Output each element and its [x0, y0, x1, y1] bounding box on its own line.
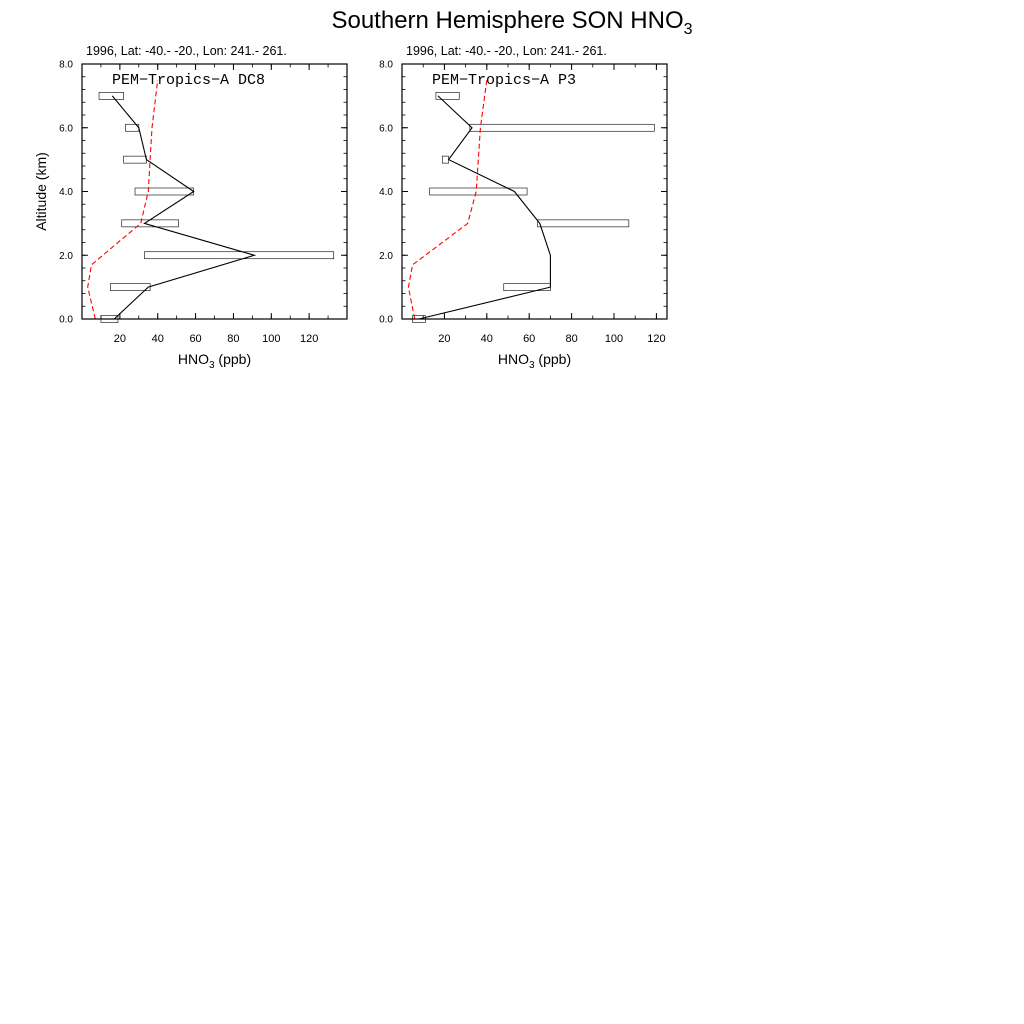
range-box: [134, 187, 194, 196]
x-tick-label: 80: [227, 333, 239, 345]
x-axis-label-subscript: 3: [209, 360, 215, 371]
x-tick-label: 120: [300, 333, 318, 345]
x-tick-label: 40: [152, 333, 164, 345]
y-tick-label: 4.0: [379, 187, 393, 198]
inset-label: PEM−Tropics−A DC8: [112, 72, 265, 89]
model-profile-line: [87, 79, 159, 320]
y-tick-label: 2.0: [59, 251, 73, 262]
y-tick-label: 0.0: [59, 315, 73, 326]
range-box: [503, 283, 551, 291]
y-tick-label: 6.0: [59, 123, 73, 134]
range-box: [144, 251, 335, 260]
range-box: [98, 92, 124, 100]
range-box: [429, 187, 528, 196]
chart-subtitle: 1996, Lat: -40.- -20., Lon: 241.- 261.: [86, 44, 287, 58]
range-box: [441, 155, 449, 164]
figure-title: Southern Hemisphere SON HNO3: [331, 7, 692, 38]
y-tick-label: 6.0: [379, 123, 393, 134]
range-box: [469, 123, 655, 132]
x-tick-label: 40: [481, 333, 493, 345]
plot-frame: [401, 63, 668, 320]
x-axis-label: HNO3 (ppb): [498, 351, 571, 371]
observation-profile-line: [111, 95, 257, 320]
x-axis-label-unit: (ppb): [215, 351, 252, 367]
chart-panel-1: 1996, Lat: -40.- -20., Lon: 241.- 261. 0.…: [33, 44, 348, 371]
y-tick-label: 8.0: [59, 60, 73, 71]
y-tick-label: 2.0: [379, 251, 393, 262]
range-box: [435, 92, 460, 100]
inset-label: PEM−Tropics−A P3: [432, 72, 576, 89]
range-box: [537, 219, 630, 228]
range-box: [121, 219, 179, 228]
plot-frame: [81, 63, 348, 320]
x-tick-label: 60: [523, 333, 535, 345]
range-box: [123, 155, 147, 164]
y-axis-label: Altitude (km): [33, 152, 49, 231]
x-tick-label: 20: [438, 333, 450, 345]
x-tick-label: 80: [565, 333, 577, 345]
x-axis-label-main: HNO: [178, 351, 209, 367]
x-axis-label-main: HNO: [498, 351, 529, 367]
y-tick-label: 4.0: [59, 187, 73, 198]
range-box: [110, 283, 151, 291]
x-tick-label: 100: [605, 333, 623, 345]
chart-subtitle: 1996, Lat: -40.- -20., Lon: 241.- 261.: [406, 44, 607, 58]
y-tick-label: 8.0: [379, 60, 393, 71]
x-tick-label: 100: [262, 333, 280, 345]
x-axis-label-unit: (ppb): [535, 351, 572, 367]
x-tick-label: 60: [189, 333, 201, 345]
x-tick-label: 120: [647, 333, 665, 345]
model-profile-line: [407, 79, 488, 320]
observation-profile-line: [418, 95, 551, 320]
x-tick-label: 20: [114, 333, 126, 345]
chart-panel-2: 1996, Lat: -40.- -20., Lon: 241.- 261. 0.…: [379, 44, 668, 371]
x-axis-label-subscript: 3: [529, 360, 535, 371]
x-axis-label: HNO3 (ppb): [178, 351, 251, 371]
y-tick-label: 0.0: [379, 315, 393, 326]
